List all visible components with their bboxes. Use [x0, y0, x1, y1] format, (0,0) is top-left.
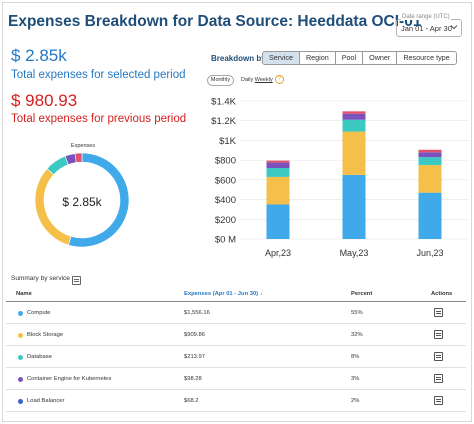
- table-row[interactable]: Container Engine for Kubernetes $98.28 3…: [6, 368, 466, 390]
- row-name: Database: [27, 354, 52, 360]
- page-title: Expenses Breakdown for Data Source: Heed…: [8, 13, 422, 30]
- donut-center-value: $ 2.85k: [62, 195, 102, 209]
- bar-segment-container-engine-for-kubernetes[interactable]: [266, 162, 290, 169]
- bar-segment-block-storage[interactable]: [418, 165, 442, 193]
- date-range-label: Date range (UTC): [401, 14, 451, 20]
- row-expenses: $909.86: [184, 332, 205, 338]
- header-expenses[interactable]: Expenses (Apr 01 - Jun 30) ↓: [184, 291, 263, 297]
- breakdown-option-pool[interactable]: Pool: [335, 52, 364, 64]
- row-expenses: $68.2: [184, 398, 199, 404]
- y-tick-label: $0 M: [215, 235, 236, 246]
- bar-segment-container-engine-for-kubernetes[interactable]: [418, 152, 442, 158]
- y-tick-label: $600: [215, 175, 236, 186]
- row-color-dot: [18, 333, 23, 338]
- bar-segment-database[interactable]: [266, 168, 290, 177]
- period-monthly-button[interactable]: Monthly: [207, 75, 234, 86]
- y-tick-label: $1.2K: [211, 116, 236, 127]
- row-color-dot: [18, 377, 23, 382]
- row-details-icon[interactable]: [434, 308, 443, 317]
- row-percent: 3%: [351, 376, 360, 382]
- breakdown-option-service[interactable]: Service: [263, 52, 300, 64]
- bar-segment-compute[interactable]: [418, 192, 442, 239]
- y-tick-label: $1.4K: [211, 97, 236, 108]
- period-daily-button[interactable]: Daily: [241, 77, 254, 83]
- bar-segment-database[interactable]: [418, 157, 442, 166]
- current-total-label: Total expenses for selected period: [11, 69, 186, 81]
- row-name: Container Engine for Kubernetes: [27, 376, 112, 382]
- bar-segment-compute[interactable]: [266, 204, 290, 240]
- bar-segment-block-storage[interactable]: [342, 131, 366, 175]
- y-tick-label: $1K: [219, 136, 237, 147]
- previous-total-label: Total expenses for previous period: [11, 113, 187, 125]
- y-tick-label: $800: [215, 156, 236, 167]
- table-header: Name Expenses (Apr 01 - Jun 30) ↓ Percen…: [6, 287, 466, 302]
- row-details-icon[interactable]: [434, 352, 443, 361]
- x-tick-label: Apr,23: [265, 248, 291, 258]
- help-icon[interactable]: ?: [275, 75, 284, 84]
- row-name: Block Storage: [27, 332, 64, 338]
- date-range-value[interactable]: Jan 01 - Apr 30: [401, 24, 452, 33]
- previous-total-value: $ 980.93: [11, 91, 78, 110]
- row-percent: 55%: [351, 310, 363, 316]
- current-total-value: $ 2.85k: [11, 46, 67, 65]
- bar-segment-database[interactable]: [342, 119, 366, 132]
- row-percent: 2%: [351, 398, 360, 404]
- breakdown-by-label: Breakdown by: [211, 54, 266, 63]
- expenses-bar-chart: $1.4K $1.2K $1K $800 $600 $400 $200 $0 M Apr,23…: [211, 97, 468, 258]
- x-tick-label: Jun,23: [416, 248, 443, 258]
- donut-slice-database[interactable]: [46, 155, 69, 176]
- expenses-donut-chart: Expenses $ 2.85k: [34, 143, 130, 248]
- breakdown-segmented-control: Service Region Pool Owner Resource type: [262, 51, 457, 65]
- breakdown-option-owner[interactable]: Owner: [363, 52, 398, 64]
- row-expenses: $98.28: [184, 376, 202, 382]
- bar-segment-container-engine-for-kubernetes[interactable]: [342, 113, 366, 120]
- breakdown-option-resource-type[interactable]: Resource type: [397, 52, 456, 64]
- row-details-icon[interactable]: [434, 374, 443, 383]
- bar-segment-load-balancer[interactable]: [266, 160, 290, 163]
- summary-title: Summary by service: [11, 275, 70, 282]
- y-tick-label: $400: [215, 195, 236, 206]
- bar-segment-load-balancer[interactable]: [342, 111, 366, 114]
- x-tick-label: May,23: [340, 248, 369, 258]
- table-row[interactable]: Compute $1,556.16 55%: [6, 302, 466, 324]
- summary-table: Name Expenses (Apr 01 - Jun 30) ↓ Percen…: [6, 287, 466, 412]
- header-name[interactable]: Name: [16, 291, 32, 297]
- row-details-icon[interactable]: [434, 396, 443, 405]
- row-color-dot: [18, 355, 23, 360]
- row-color-dot: [18, 399, 23, 404]
- row-percent: 8%: [351, 354, 360, 360]
- table-row[interactable]: Database $213.97 8%: [6, 346, 466, 368]
- row-name: Load Balancer: [27, 398, 65, 404]
- period-weekly-button[interactable]: Weekly: [254, 77, 273, 83]
- bar-segment-load-balancer[interactable]: [418, 149, 442, 153]
- period-daily-weekly: Daily Weekly: [241, 77, 273, 83]
- row-details-icon[interactable]: [434, 330, 443, 339]
- summary-table-icon[interactable]: [72, 276, 81, 285]
- breakdown-option-region[interactable]: Region: [299, 52, 336, 64]
- row-expenses: $1,556.16: [184, 310, 210, 316]
- bar-segment-compute[interactable]: [342, 174, 366, 239]
- chevron-down-icon[interactable]: [450, 23, 458, 31]
- table-row[interactable]: Block Storage $909.86 32%: [6, 324, 466, 346]
- row-expenses: $213.97: [184, 354, 205, 360]
- table-row[interactable]: Load Balancer $68.2 2%: [6, 390, 466, 412]
- row-color-dot: [18, 311, 23, 316]
- row-name: Compute: [27, 310, 51, 316]
- header-actions: Actions: [431, 291, 453, 297]
- y-tick-label: $200: [215, 215, 236, 226]
- row-percent: 32%: [351, 332, 363, 338]
- bar-segment-block-storage[interactable]: [266, 176, 290, 205]
- donut-legend-label: Expenses: [71, 143, 95, 149]
- header-percent[interactable]: Percent: [351, 291, 373, 297]
- donut-slice-load-balancer[interactable]: [74, 152, 83, 163]
